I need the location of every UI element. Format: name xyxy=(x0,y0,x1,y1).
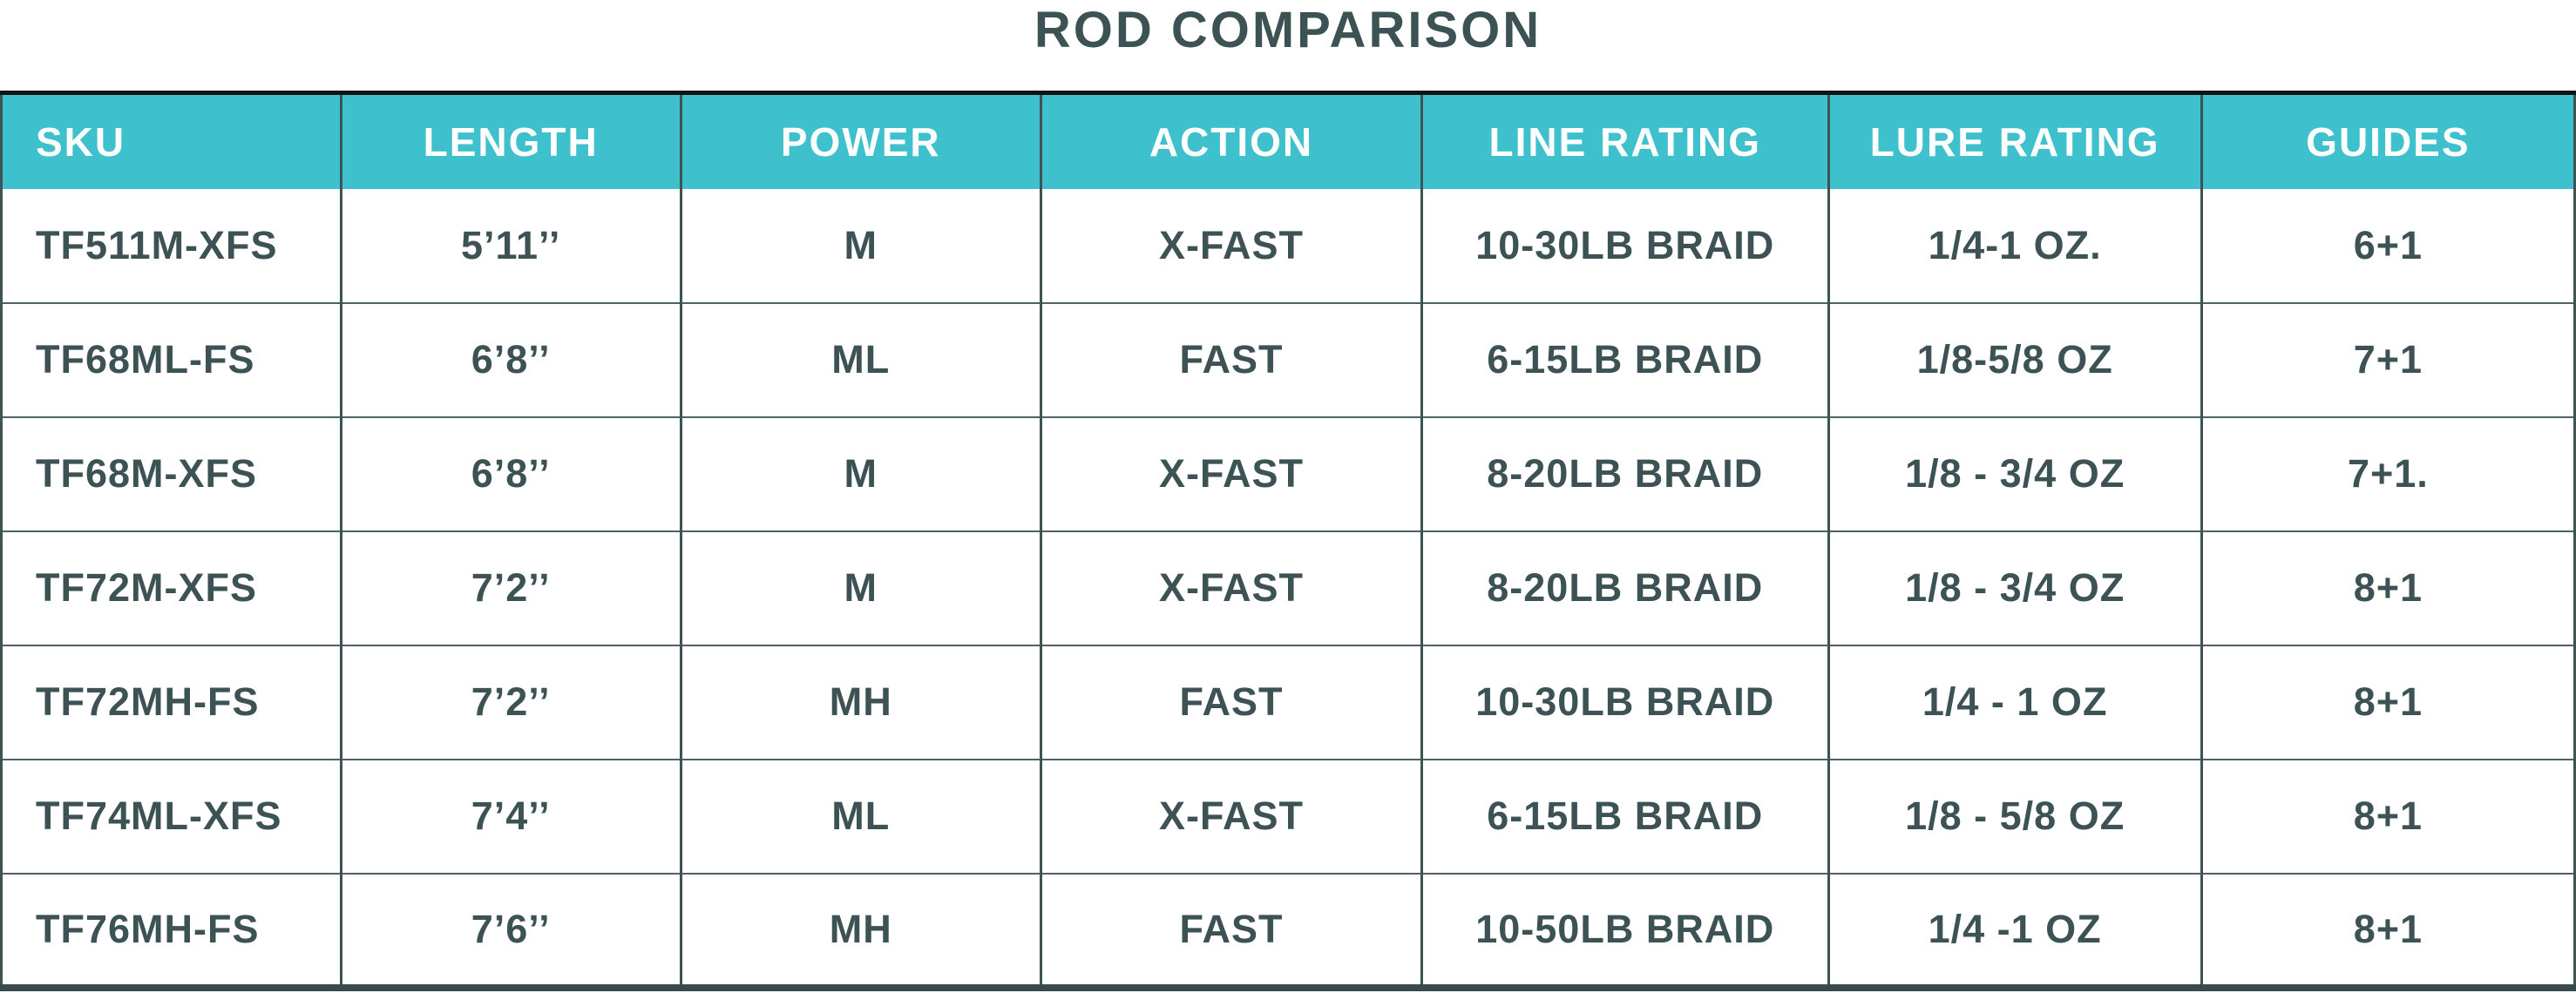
cell-length: 6’8’’ xyxy=(341,301,682,417)
cell-power: ML xyxy=(681,301,1042,417)
cell-length: 5’11’’ xyxy=(341,188,682,303)
cell-guides: 6+1 xyxy=(2201,188,2575,303)
cell-action: FAST xyxy=(1041,301,1424,417)
cell-line-rating: 8-20LB BRAID xyxy=(1421,530,1830,645)
cell-length: 7’6’’ xyxy=(341,872,682,988)
cell-guides: 8+1 xyxy=(2201,872,2575,988)
cell-line-rating: 10-50LB BRAID xyxy=(1421,872,1830,988)
table-row: TF72M-XFS 7’2’’ M X-FAST 8-20LB BRAID 1/8 - 3… xyxy=(1,530,2575,645)
cell-length: 7’2’’ xyxy=(341,644,682,760)
cell-sku: TF72MH-FS xyxy=(1,644,342,760)
cell-guides: 7+1. xyxy=(2201,415,2575,531)
column-header-guides: GUIDES xyxy=(2201,92,2575,189)
table-row: TF68M-XFS 6’8’’ M X-FAST 8-20LB BRAID 1/8 - 3… xyxy=(1,415,2575,531)
column-header-power: POWER xyxy=(681,92,1042,189)
cell-line-rating: 10-30LB BRAID xyxy=(1421,188,1830,303)
cell-power: M xyxy=(681,188,1042,303)
cell-sku: TF72M-XFS xyxy=(1,530,342,645)
table-row: TF74ML-XFS 7’4’’ ML X-FAST 6-15LB BRAID 1/8 -… xyxy=(1,758,2575,874)
cell-action: FAST xyxy=(1041,644,1424,760)
cell-guides: 7+1 xyxy=(2201,301,2575,417)
cell-lure-rating: 1/8 - 3/4 OZ xyxy=(1828,415,2203,531)
cell-lure-rating: 1/8 - 5/8 OZ xyxy=(1828,758,2203,874)
cell-action: X-FAST xyxy=(1041,758,1424,874)
page-title: ROD COMPARISON xyxy=(1034,2,1542,58)
cell-sku: TF511M-XFS xyxy=(1,188,342,303)
cell-line-rating: 8-20LB BRAID xyxy=(1421,415,1830,531)
cell-action: X-FAST xyxy=(1041,530,1424,645)
table-row: TF72MH-FS 7’2’’ MH FAST 10-30LB BRAID 1/4 - 1… xyxy=(1,644,2575,760)
cell-power: ML xyxy=(681,758,1042,874)
cell-action: X-FAST xyxy=(1041,188,1424,303)
cell-guides: 8+1 xyxy=(2201,758,2575,874)
cell-lure-rating: 1/4 - 1 OZ xyxy=(1828,644,2203,760)
cell-power: MH xyxy=(681,644,1042,760)
column-header-sku: SKU xyxy=(1,92,342,189)
column-header-length: LENGTH xyxy=(341,92,682,189)
cell-guides: 8+1 xyxy=(2201,530,2575,645)
cell-length: 7’4’’ xyxy=(341,758,682,874)
cell-line-rating: 6-15LB BRAID xyxy=(1421,758,1830,874)
cell-lure-rating: 1/4-1 OZ. xyxy=(1828,188,2203,303)
rod-comparison-table: SKU LENGTH POWER ACTION LINE RATING LURE… xyxy=(0,91,2576,991)
column-header-action: ACTION xyxy=(1041,92,1424,189)
header-row: SKU LENGTH POWER ACTION LINE RATING LURE… xyxy=(1,92,2575,189)
column-header-line-rating: LINE RATING xyxy=(1421,92,1830,189)
cell-length: 6’8’’ xyxy=(341,415,682,531)
cell-sku: TF76MH-FS xyxy=(1,872,342,988)
table-body: TF511M-XFS 5’11’’ M X-FAST 10-30LB BRAID 1/4-… xyxy=(1,188,2575,988)
table-row: TF76MH-FS 7’6’’ MH FAST 10-50LB BRAID 1/4 -1 … xyxy=(1,872,2575,988)
cell-action: X-FAST xyxy=(1041,415,1424,531)
table-row: TF68ML-FS 6’8’’ ML FAST 6-15LB BRAID 1/8-5/8 … xyxy=(1,301,2575,417)
cell-sku: TF68ML-FS xyxy=(1,301,342,417)
table-row: TF511M-XFS 5’11’’ M X-FAST 10-30LB BRAID 1/4-… xyxy=(1,188,2575,303)
cell-length: 7’2’’ xyxy=(341,530,682,645)
cell-action: FAST xyxy=(1041,872,1424,988)
cell-power: M xyxy=(681,415,1042,531)
column-header-lure-rating: LURE RATING xyxy=(1828,92,2203,189)
cell-lure-rating: 1/8 - 3/4 OZ xyxy=(1828,530,2203,645)
cell-lure-rating: 1/8-5/8 OZ xyxy=(1828,301,2203,417)
cell-sku: TF68M-XFS xyxy=(1,415,342,531)
cell-power: M xyxy=(681,530,1042,645)
cell-guides: 8+1 xyxy=(2201,644,2575,760)
cell-sku: TF74ML-XFS xyxy=(1,758,342,874)
cell-power: MH xyxy=(681,872,1042,988)
table-header: SKU LENGTH POWER ACTION LINE RATING LURE… xyxy=(1,92,2575,189)
cell-line-rating: 6-15LB BRAID xyxy=(1421,301,1830,417)
cell-line-rating: 10-30LB BRAID xyxy=(1421,644,1830,760)
cell-lure-rating: 1/4 -1 OZ xyxy=(1828,872,2203,988)
